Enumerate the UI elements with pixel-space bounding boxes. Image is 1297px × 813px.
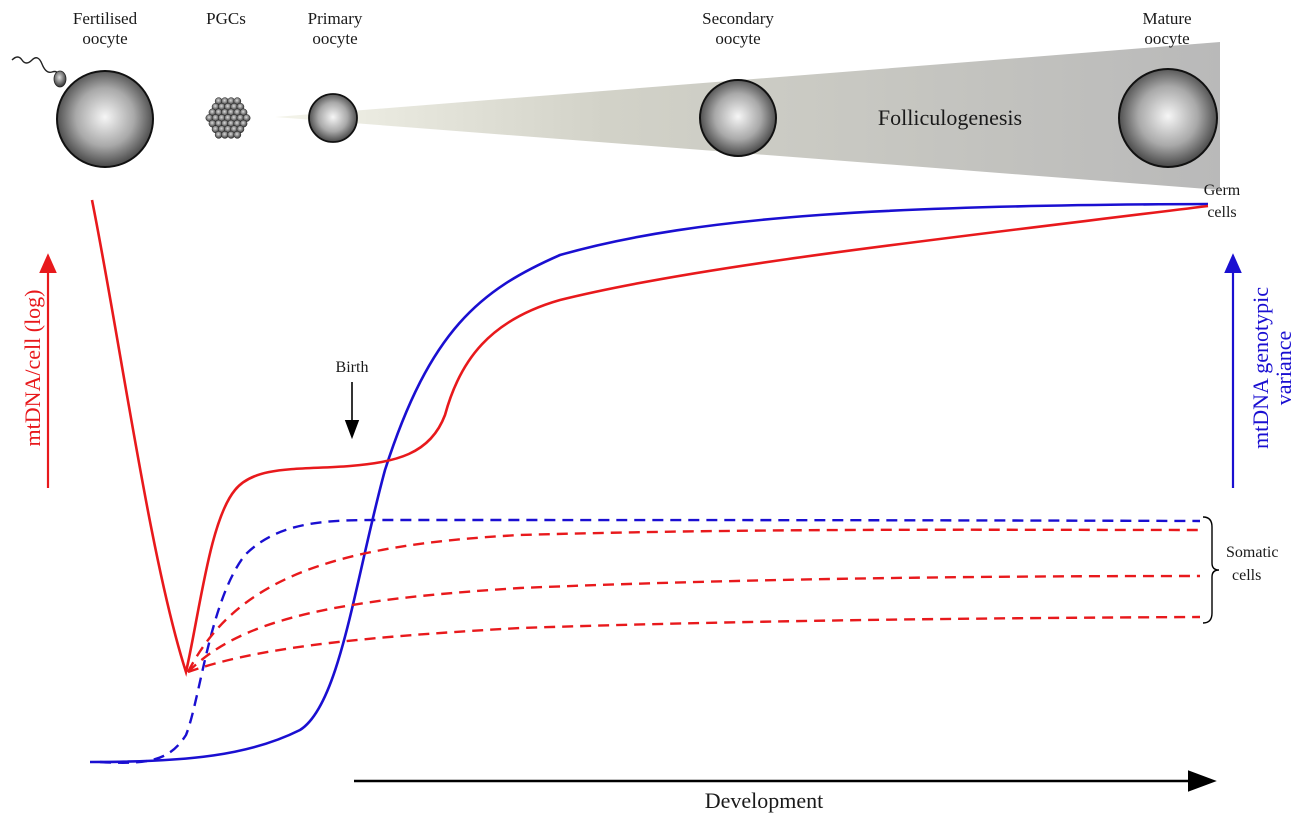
- stage-label-mature-2: oocyte: [1144, 29, 1189, 48]
- somatic-mtdna-curve-1: [186, 528, 1201, 673]
- x-axis-label: Development: [705, 788, 824, 813]
- germ-cells-label-2: cells: [1207, 204, 1236, 221]
- secondary-oocyte-icon: [699, 79, 777, 157]
- left-axis-label: mtDNA/cell (log): [20, 289, 45, 446]
- stage-label-primary-2: oocyte: [312, 29, 357, 48]
- germ-cells-label: Germ: [1204, 182, 1241, 199]
- sperm-icon: [11, 56, 67, 88]
- stage-label-secondary: Secondary: [702, 9, 774, 28]
- somatic-mtdna-curve-3: [187, 615, 1201, 674]
- pgc-cell: [233, 130, 242, 139]
- stage-label-pgcs: PGCs: [206, 9, 246, 28]
- primary-oocyte-icon: [308, 93, 358, 143]
- germline-variance-curve: [89, 202, 1209, 764]
- germline-mtdna-curve: [90, 199, 1209, 677]
- pgc-cluster-icon: [205, 97, 251, 139]
- somatic-cells-label: Somatic: [1226, 544, 1278, 561]
- stage-label-primary: Primary: [308, 9, 363, 28]
- fertilised-oocyte-icon: [56, 70, 154, 168]
- somatic-bracket: [1202, 516, 1220, 624]
- stage-label-fertilised-2: oocyte: [82, 29, 127, 48]
- stage-label-mature: Mature: [1142, 9, 1191, 28]
- mature-oocyte-icon: [1118, 68, 1218, 168]
- birth-label: Birth: [336, 359, 369, 376]
- stage-label-fertilised: Fertilised: [73, 9, 138, 28]
- right-axis-label: mtDNA genotypic: [1248, 287, 1273, 449]
- folliculogenesis-label: Folliculogenesis: [878, 105, 1022, 130]
- somatic-mtdna-curve-2: [187, 574, 1201, 673]
- right-axis-label-2: variance: [1271, 331, 1296, 406]
- somatic-variance-curve: [99, 518, 1201, 764]
- somatic-cells-label-2: cells: [1232, 567, 1261, 584]
- stage-label-secondary-2: oocyte: [715, 29, 760, 48]
